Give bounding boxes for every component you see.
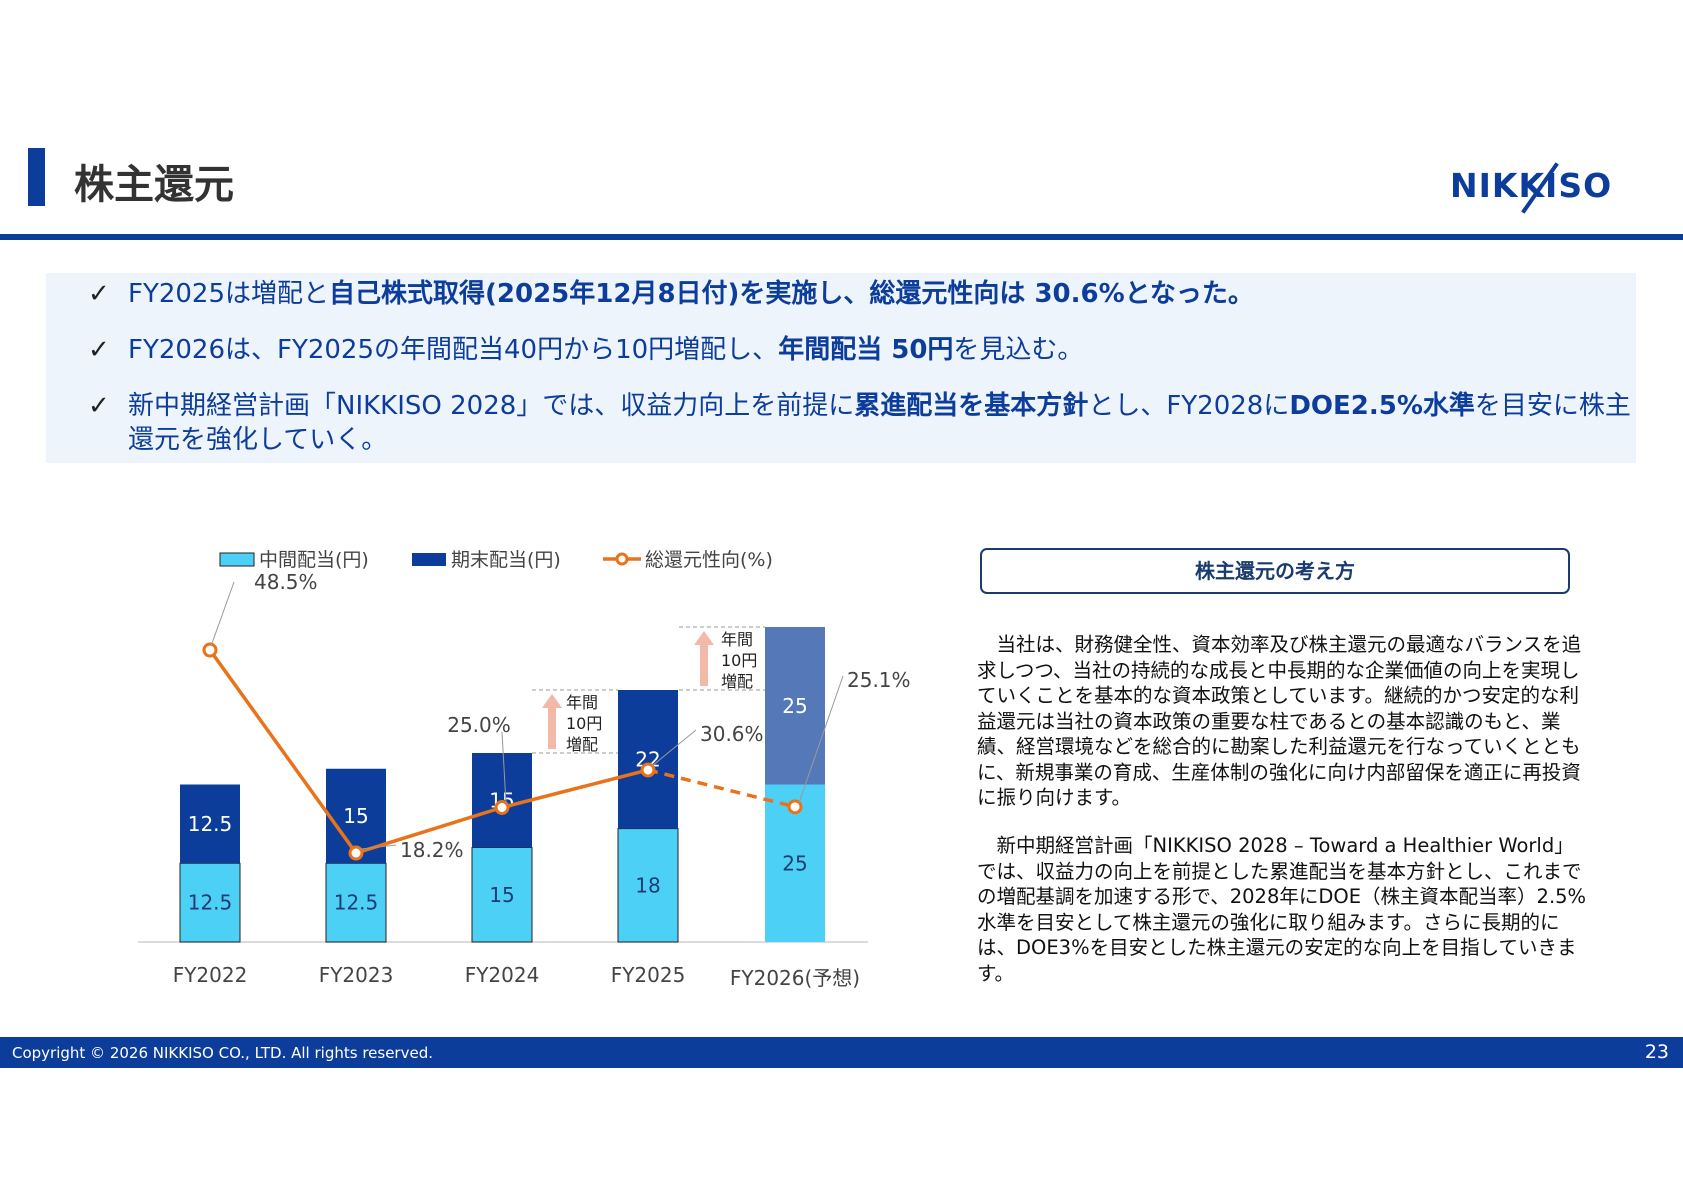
increase-arrow-icon-1 — [542, 694, 562, 749]
page-title: 株主還元 — [74, 162, 234, 208]
policy-paragraph-1: 当社は、財務健全性、資本効率及び株主還元の最適なバランスを追求しつつ、当社の持続… — [977, 633, 1582, 809]
footer-bar: Copyright © 2026 NIKKISO CO., LTD. All r… — [0, 1037, 1683, 1068]
bullet-text: 新中期経営計画「NIKKISO 2028」では、収益力向上を前提に累進配当を基本… — [128, 389, 1648, 457]
summary-bullets: ✓ FY2025は増配と自己株式取得(2025年12月8日付)を実施し、総還元性… — [46, 273, 1636, 463]
bar-label-year-end-FY2023: 15 — [343, 804, 368, 828]
payout-ratio-leader-FY2022 — [210, 581, 235, 647]
policy-paragraph-2: 新中期経営計画「NIKKISO 2028 – Toward a Healthie… — [977, 834, 1587, 985]
payout-ratio-leader-FY2024 — [501, 731, 507, 804]
bar-label-interim-FY2022: 12.5 — [188, 891, 233, 915]
increase-annotation-text-2: 10円 — [721, 651, 757, 670]
bullet-text-part: FY2025は増配と — [128, 279, 330, 309]
bullet-text: FY2026は、FY2025の年間配当40円から10円増配し、年間配当 50円を… — [128, 333, 1648, 367]
bar-year-end-FY2022 — [180, 784, 240, 864]
payout-ratio-label-FY2022: 48.5% — [254, 570, 318, 594]
increase-annotation-text-2: 増配 — [721, 672, 753, 691]
payout-ratio-point-FY2026(予想) — [787, 799, 803, 815]
x-tick-label-FY2023: FY2023 — [319, 963, 394, 987]
payout-ratio-leader-FY2023 — [359, 844, 397, 850]
payout-ratio-point-FY2024 — [494, 800, 510, 815]
bullet-text-part: を見込む。 — [953, 335, 1084, 365]
payout-ratio-label-FY2026(予想): 25.1% — [847, 668, 911, 692]
bullet-text-part-bold: DOE2.5%水準 — [1289, 391, 1475, 421]
payout-ratio-point-FY2023 — [348, 845, 364, 861]
bar-year-end-FY2025 — [618, 690, 678, 829]
payout-ratio-leader-FY2026(予想) — [798, 675, 844, 803]
x-tick-label-FY2022: FY2022 — [173, 963, 248, 987]
payout-ratio-line — [208, 649, 649, 856]
bullet-text-part: を目安に株主還元を強化していく。 — [128, 391, 1631, 455]
payout-ratio-leader-FY2025 — [651, 729, 697, 767]
x-tick-label-FY2025: FY2025 — [611, 963, 686, 987]
header-rule — [0, 234, 1683, 240]
increase-annotation-text-1: 増配 — [566, 735, 598, 754]
legend-swatch-line-marker — [615, 552, 629, 566]
bar-label-year-end-FY2026(予想): 25 — [782, 694, 807, 718]
bar-label-interim-FY2025: 18 — [635, 873, 660, 897]
bullet-text: FY2025は増配と自己株式取得(2025年12月8日付)を実施し、総還元性向は… — [128, 277, 1648, 311]
payout-ratio-label-FY2024: 25.0% — [447, 713, 511, 737]
bar-label-interim-FY2024: 15 — [489, 883, 514, 907]
page-number: 23 — [1644, 1041, 1669, 1063]
bullet-text-part: とし、FY2028に — [1088, 391, 1290, 421]
legend-swatch-year-end — [412, 553, 446, 566]
bar-year-end-FY2026(予想) — [765, 627, 825, 785]
bullet-text-part: FY2026は、FY2025の年間配当40円から10円増配し、 — [128, 335, 779, 365]
legend-label-interim: 中間配当(円) — [259, 549, 369, 571]
bullet-text-part-bold: 累進配当を基本方針 — [854, 391, 1089, 421]
legend-swatch-interim — [219, 552, 255, 567]
payout-ratio-label-FY2025: 30.6% — [700, 722, 764, 746]
increase-arrow-icon-2 — [694, 631, 714, 686]
bullet-text-part-bold: 年間配当 50円 — [778, 335, 954, 365]
copyright-text: Copyright © 2026 NIKKISO CO., LTD. All r… — [12, 1044, 433, 1062]
x-tick-label-FY2024: FY2024 — [465, 963, 540, 987]
bar-interim-FY2023 — [325, 862, 387, 943]
check-icon: ✓ — [88, 335, 110, 365]
check-icon: ✓ — [88, 391, 110, 421]
x-tick-label-FY2026(予想): FY2026(予想) — [730, 966, 860, 990]
legend-label-year-end: 期末配当(円) — [451, 549, 561, 571]
bar-label-interim-FY2023: 12.5 — [334, 891, 379, 915]
bullet-text-part: 新中期経営計画「NIKKISO 2028」では、収益力向上を前提に — [128, 391, 855, 421]
increase-annotation-text-2: 年間 — [721, 630, 753, 649]
legend-label-line: 総還元性向(%) — [645, 549, 773, 571]
nikkiso-logo: NIKKISO — [1450, 158, 1630, 220]
title-accent-bar — [28, 148, 45, 206]
payout-ratio-point-FY2022 — [202, 642, 218, 658]
bar-label-year-end-FY2022: 12.5 — [188, 812, 233, 836]
check-icon: ✓ — [88, 279, 110, 309]
bar-interim-FY2024 — [471, 847, 533, 943]
bar-interim-FY2025 — [617, 828, 679, 943]
payout-ratio-forecast-line — [647, 768, 796, 809]
bullet-text-part-bold: 自己株式取得(2025年12月8日付)を実施し、総還元性向は 30.6%となった… — [329, 279, 1254, 309]
payout-ratio-point-FY2025 — [640, 762, 656, 778]
increase-annotation-text-1: 年間 — [566, 693, 598, 712]
increase-annotation-text-1: 10円 — [566, 714, 602, 733]
bar-label-interim-FY2026(予想): 25 — [782, 851, 807, 875]
payout-ratio-label-FY2023: 18.2% — [400, 838, 464, 862]
policy-title: 株主還元の考え方 — [980, 548, 1570, 594]
dividend-chart: 12.512.5FY202212.515FY20231515FY20241822… — [138, 549, 911, 990]
